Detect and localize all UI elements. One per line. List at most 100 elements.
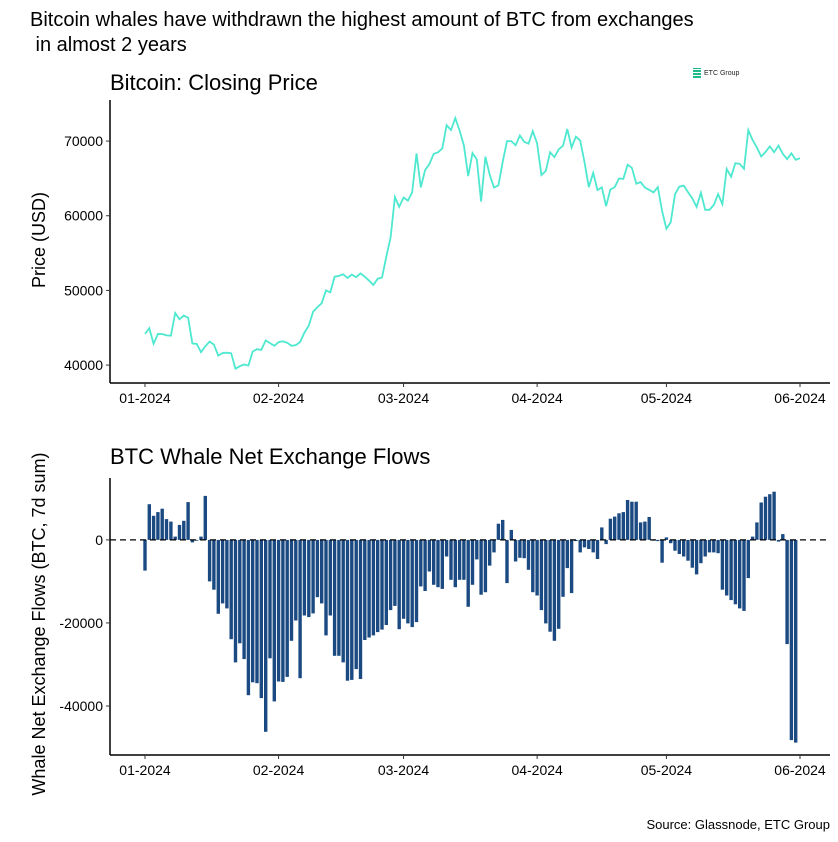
flow-bar <box>488 539 492 566</box>
flow-bar <box>320 539 324 604</box>
flow-bar <box>617 513 621 540</box>
flow-bar <box>552 539 557 641</box>
flow-bar <box>479 539 483 595</box>
flow-bar <box>276 539 281 682</box>
flow-bar <box>526 539 531 570</box>
flow-bar <box>733 539 738 605</box>
flow-bar <box>169 521 173 540</box>
flow-bar <box>156 512 160 540</box>
flow-bar <box>414 539 419 623</box>
flow-bar <box>776 539 781 542</box>
flow-bar <box>406 539 410 624</box>
flow-bar <box>229 539 233 640</box>
flow-bar <box>690 539 694 568</box>
flow-bar <box>621 512 625 540</box>
flow-bar <box>712 539 716 553</box>
flow-bar <box>725 539 729 596</box>
flow-bar <box>591 539 595 553</box>
flow-bar <box>600 527 604 540</box>
y-tick-label: 60000 <box>64 208 103 224</box>
x-tick-label: 06-2024 <box>774 762 826 778</box>
flow-bar <box>143 539 147 571</box>
flow-bar <box>539 539 544 611</box>
flow-bar <box>569 539 574 594</box>
flow-bar <box>625 500 630 540</box>
flow-bar <box>578 539 582 553</box>
flow-bar <box>440 539 444 589</box>
flow-bar <box>401 539 406 619</box>
flow-bar <box>246 539 251 696</box>
flow-bar <box>660 539 664 563</box>
flow-bar <box>595 539 600 559</box>
flow-bar <box>643 521 647 540</box>
logo-icon <box>693 68 701 78</box>
price-line <box>144 115 801 371</box>
flow-bar <box>449 539 453 580</box>
flow-bar <box>444 539 449 557</box>
flow-bar <box>565 539 569 569</box>
flow-bar <box>363 539 367 640</box>
flows-chart-title: BTC Whale Net Exchange Flows <box>110 444 431 469</box>
flow-bar <box>182 520 186 540</box>
flow-bar <box>544 539 548 624</box>
flow-bar <box>638 522 643 540</box>
y-tick-label: 40000 <box>64 357 103 373</box>
flows-chart: 01-2024 02-2024 03-2024 04-2024 05-2024 06-20… <box>59 478 830 778</box>
x-tick-label: 02-2024 <box>253 762 305 778</box>
flow-bar <box>432 539 436 585</box>
flow-bar <box>376 539 380 633</box>
flow-bar <box>160 508 164 540</box>
flow-bar <box>483 539 488 593</box>
flow-bar <box>604 539 608 545</box>
flow-bar <box>531 539 535 593</box>
flow-bar <box>195 539 199 541</box>
flow-bar <box>384 539 388 625</box>
flow-bar <box>557 539 561 629</box>
flow-bar <box>466 539 470 607</box>
flow-bar <box>470 539 475 585</box>
y-tick-label: 0 <box>95 532 103 548</box>
flow-bar <box>380 539 384 630</box>
flow-bar <box>707 539 712 553</box>
flow-bar <box>501 519 505 540</box>
flows-y-axis-label: Whale Net Exchange Flows (BTC, 7d sum) <box>29 452 49 795</box>
flow-bar <box>656 539 660 542</box>
x-tick-label: 01-2024 <box>119 762 171 778</box>
flow-bar <box>259 539 263 699</box>
flow-bar <box>371 539 376 636</box>
flow-bar <box>587 539 591 549</box>
flow-bar <box>367 539 371 638</box>
flow-bar <box>285 539 289 677</box>
flow-bar <box>388 539 393 611</box>
flow-bar <box>328 539 332 616</box>
flow-bar <box>738 539 742 609</box>
price-y-axis-label: Price (USD) <box>29 192 49 288</box>
flow-bar <box>755 522 759 540</box>
flow-bar <box>311 539 315 614</box>
flow-bar <box>419 539 423 587</box>
x-tick-label: 03-2024 <box>378 390 430 406</box>
x-tick-label: 04-2024 <box>511 390 563 406</box>
flow-bar <box>345 539 350 681</box>
flow-bar <box>789 539 794 741</box>
flow-bar <box>397 539 401 630</box>
flow-bar <box>677 539 681 554</box>
source-note: Source: Glassnode, ETC Group <box>646 817 830 832</box>
flow-bar <box>436 539 440 588</box>
flow-bar <box>298 539 302 679</box>
flow-bar <box>147 504 151 540</box>
flow-bar <box>410 539 414 628</box>
flow-bar <box>518 539 522 558</box>
flow-bar <box>703 539 707 557</box>
flow-bar <box>173 536 177 540</box>
flow-bar <box>613 516 617 540</box>
flow-bar <box>190 539 195 543</box>
flow-bar <box>255 539 259 684</box>
flow-bar <box>307 539 311 618</box>
flow-bar <box>462 539 466 580</box>
flow-bar <box>294 539 298 621</box>
flow-bar <box>746 539 750 579</box>
flow-bar <box>716 539 720 554</box>
flow-bar <box>664 537 669 540</box>
